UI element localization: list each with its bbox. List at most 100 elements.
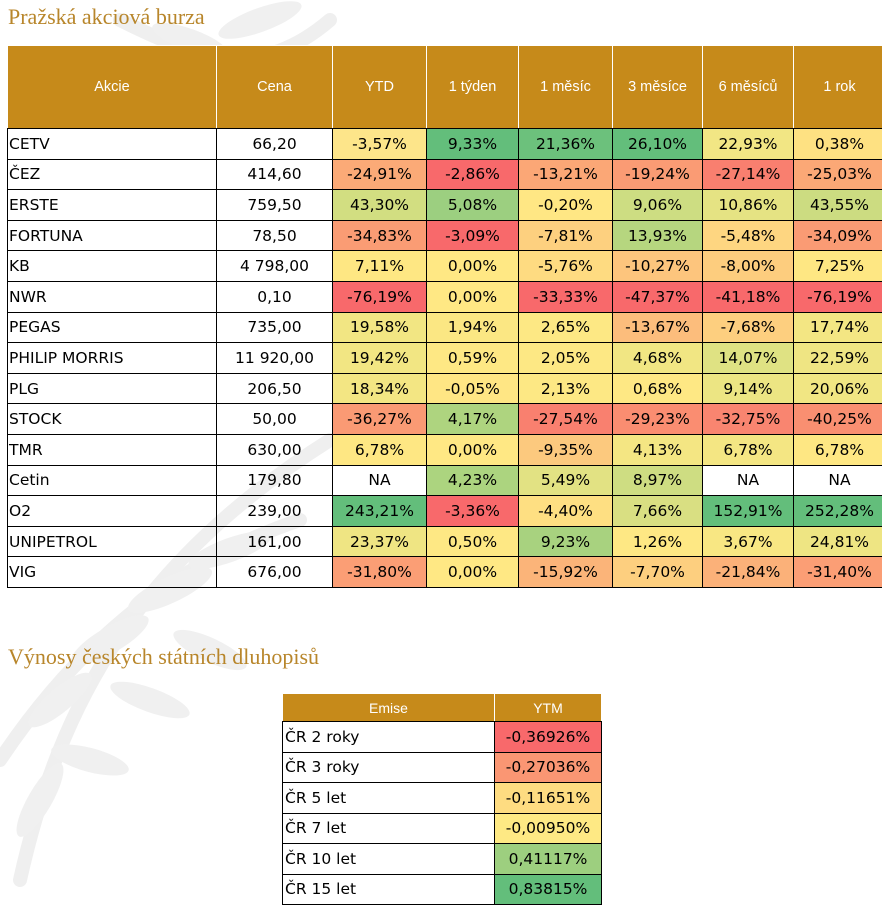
performance-cell: 6,78%: [793, 433, 882, 466]
column-header: Akcie: [7, 45, 217, 129]
performance-cell: 5,08%: [426, 189, 519, 221]
table-row: ČR 3 roky -0,27036%: [282, 751, 602, 783]
table-row: ČR 2 roky -0,36926%: [282, 721, 602, 753]
performance-cell: 0,00%: [426, 433, 519, 466]
column-header: 1 rok: [793, 45, 882, 129]
performance-cell: 3,67%: [702, 525, 794, 558]
performance-cell: 0,59%: [426, 342, 519, 374]
performance-cell: 4,68%: [612, 342, 703, 374]
performance-cell: 2,13%: [518, 372, 613, 405]
table-row: ČR 15 let 0,83815%: [282, 873, 602, 905]
performance-cell: -76,19%: [332, 280, 427, 313]
performance-cell: 0,38%: [793, 128, 882, 160]
performance-cell: 0,00%: [426, 250, 519, 282]
table-row: VIG 676,00 -31,80% 0,00% -15,92% -7,70% -21,84…: [7, 556, 882, 588]
table-row: TMR 630,00 6,78% 0,00% -9,35% 4,13% 6,78% 6,78%: [7, 433, 882, 466]
column-header: 6 měsíců: [702, 45, 794, 129]
performance-cell: 0,00%: [426, 556, 519, 588]
table-row: ČR 7 let -0,00950%: [282, 812, 602, 844]
stock-name: PHILIP MORRIS: [7, 342, 217, 374]
bond-name: ČR 5 let: [282, 782, 495, 814]
table-row: STOCK 50,00 -36,27% 4,17% -27,54% -29,23% -32,…: [7, 403, 882, 435]
performance-cell: -76,19%: [793, 280, 882, 313]
column-header: Emise: [282, 693, 495, 722]
performance-cell: -5,76%: [518, 250, 613, 282]
column-header: 1 měsíc: [518, 45, 613, 129]
performance-cell: -3,36%: [426, 495, 519, 527]
stock-name: ČEZ: [7, 158, 217, 191]
performance-cell: 21,36%: [518, 128, 613, 160]
performance-cell: -4,40%: [518, 495, 613, 527]
performance-cell: 17,74%: [793, 311, 882, 344]
performance-cell: 18,34%: [332, 372, 427, 405]
yield-cell: -0,00950%: [494, 812, 602, 844]
performance-cell: NA: [793, 464, 882, 497]
yield-cell: 0,83815%: [494, 873, 602, 905]
performance-cell: -15,92%: [518, 556, 613, 588]
column-header: YTD: [332, 45, 427, 129]
performance-cell: -7,70%: [612, 556, 703, 588]
performance-cell: -34,09%: [793, 219, 882, 252]
performance-cell: -10,27%: [612, 250, 703, 282]
table-row: CETV 66,20 -3,57% 9,33% 21,36% 26,10% 22,93% 0,…: [7, 128, 882, 160]
performance-cell: -31,80%: [332, 556, 427, 588]
performance-cell: -0,20%: [518, 189, 613, 221]
performance-cell: 13,93%: [612, 219, 703, 252]
performance-cell: 22,93%: [702, 128, 794, 160]
stock-price: 239,00: [216, 495, 333, 527]
table-row: UNIPETROL 161,00 23,37% 0,50% 9,23% 1,26% 3,67…: [7, 525, 882, 558]
stock-name: Cetin: [7, 464, 217, 497]
performance-cell: 152,91%: [702, 495, 794, 527]
stock-name: TMR: [7, 433, 217, 466]
performance-cell: 6,78%: [702, 433, 794, 466]
performance-cell: 9,14%: [702, 372, 794, 405]
stock-price: 206,50: [216, 372, 333, 405]
column-header: Cena: [216, 45, 333, 129]
performance-cell: -40,25%: [793, 403, 882, 435]
stock-price: 66,20: [216, 128, 333, 160]
performance-cell: NA: [332, 464, 427, 497]
performance-cell: 2,05%: [518, 342, 613, 374]
performance-cell: -29,23%: [612, 403, 703, 435]
performance-cell: 2,65%: [518, 311, 613, 344]
performance-cell: 0,68%: [612, 372, 703, 405]
performance-cell: 7,66%: [612, 495, 703, 527]
bond-name: ČR 15 let: [282, 873, 495, 905]
bond-name: ČR 10 let: [282, 843, 495, 875]
stock-exchange-title: Pražská akciová burza: [8, 4, 205, 29]
performance-cell: 1,94%: [426, 311, 519, 344]
table-row: KB 4 798,00 7,11% 0,00% -5,76% -10,27% -8,00% 7…: [7, 250, 882, 282]
stock-name: KB: [7, 250, 217, 282]
stock-table: Akcie Cena YTD 1 týden 1 měsíc 3 měsíce 6 měsí…: [7, 45, 882, 588]
stock-name: PEGAS: [7, 311, 217, 344]
stock-name: FORTUNA: [7, 219, 217, 252]
performance-cell: 8,97%: [612, 464, 703, 497]
stock-price: 4 798,00: [216, 250, 333, 282]
table-row: ČR 10 let 0,41117%: [282, 843, 602, 875]
stock-price: 735,00: [216, 311, 333, 344]
performance-cell: -41,18%: [702, 280, 794, 313]
table-row: ERSTE 759,50 43,30% 5,08% -0,20% 9,06% 10,86% 4…: [7, 189, 882, 221]
table-row: Cetin 179,80 NA 4,23% 5,49% 8,97% NA NA: [7, 464, 882, 497]
performance-cell: -19,24%: [612, 158, 703, 191]
table-row: ČEZ 414,60 -24,91% -2,86% -13,21% -19,24% -27,…: [7, 158, 882, 191]
performance-cell: 9,06%: [612, 189, 703, 221]
stock-name: ERSTE: [7, 189, 217, 221]
bond-yields-title: Výnosy českých státních dluhopisů: [8, 644, 320, 669]
performance-cell: -36,27%: [332, 403, 427, 435]
performance-cell: 23,37%: [332, 525, 427, 558]
performance-cell: 0,50%: [426, 525, 519, 558]
performance-cell: 4,17%: [426, 403, 519, 435]
performance-cell: -5,48%: [702, 219, 794, 252]
performance-cell: -8,00%: [702, 250, 794, 282]
performance-cell: 4,13%: [612, 433, 703, 466]
column-header: 3 měsíce: [612, 45, 703, 129]
performance-cell: -21,84%: [702, 556, 794, 588]
performance-cell: -0,05%: [426, 372, 519, 405]
performance-cell: -3,57%: [332, 128, 427, 160]
stock-name: STOCK: [7, 403, 217, 435]
column-header: 1 týden: [426, 45, 519, 129]
yield-cell: -0,11651%: [494, 782, 602, 814]
performance-cell: 9,23%: [518, 525, 613, 558]
performance-cell: -25,03%: [793, 158, 882, 191]
